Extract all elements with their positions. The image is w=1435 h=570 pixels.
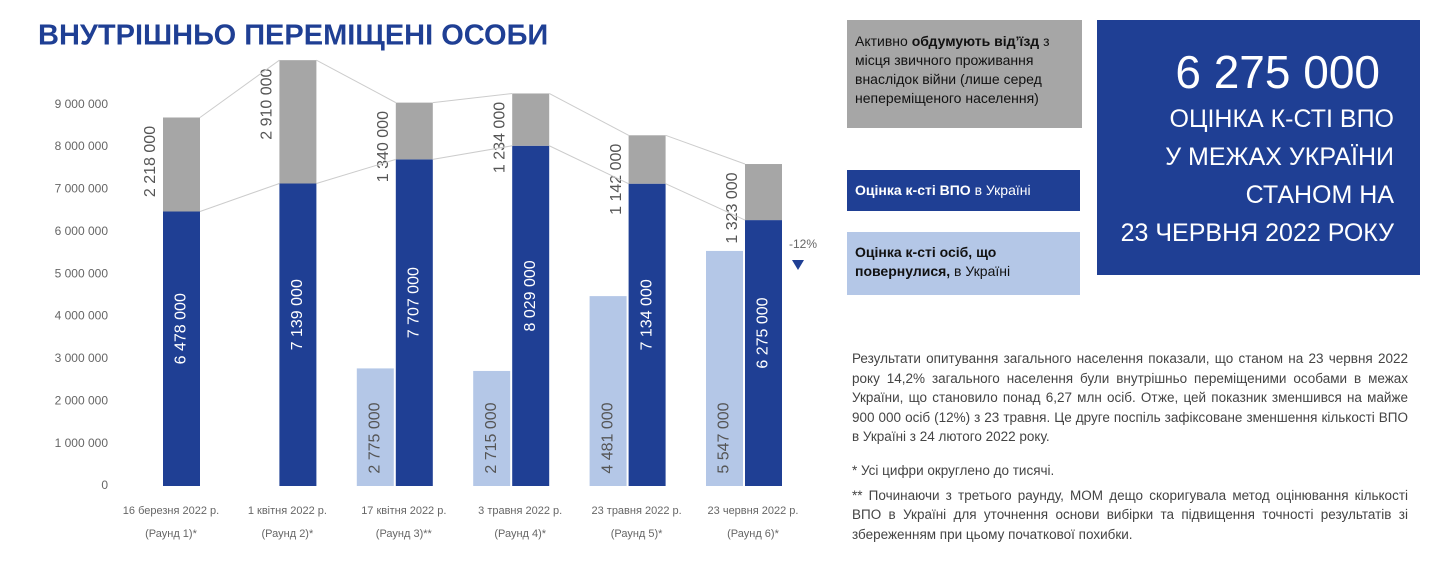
bar-thinking: [628, 135, 666, 184]
value-label: 2 775 000: [367, 402, 384, 473]
note: ** Починаючи з третього раунду, МОМ дещо…: [852, 487, 1408, 542]
x-tick-label: (Раунд 1)*: [145, 528, 197, 540]
connector: [432, 92, 513, 104]
value-label: 1 340 000: [375, 111, 392, 182]
value-label: 4 481 000: [599, 402, 616, 473]
value-label: 2 910 000: [259, 68, 276, 139]
x-tick-label: 23 червня 2022 р.: [708, 505, 799, 517]
x-tick-label: 17 квітня 2022 р.: [361, 505, 446, 517]
connector: [199, 183, 280, 212]
x-tick-label: (Раунд 5)*: [611, 528, 663, 540]
x-tick-label: 16 березня 2022 р.: [123, 505, 219, 517]
connector: [548, 145, 629, 185]
bar-idp: [163, 211, 200, 486]
paragraph: Результати опитування загального населен…: [852, 351, 1408, 444]
bar-idp: [395, 159, 433, 486]
bar-returned: [473, 370, 511, 486]
legend-text: в Україні: [970, 182, 1031, 198]
bar-idp: [512, 145, 550, 487]
legend-text: обдумують від’їзд: [911, 33, 1040, 49]
y-tick-label: 7 000 000: [55, 182, 109, 196]
summary-line: 23 ЧЕРВНЯ 2022 РОКУ: [1120, 219, 1394, 247]
y-tick-label: 9 000 000: [55, 97, 109, 111]
chart: ВНУТРІШНЬО ПЕРЕМІЩЕНІ ОСОБИ 0 1 000 000 2 …: [38, 20, 817, 540]
legend-text: з місця звичного проживання внаслідок ві…: [855, 33, 1050, 106]
y-tick-label: 0: [101, 478, 108, 492]
summary-line: СТАНОМ НА: [1245, 181, 1394, 209]
legend-thinking: Активно обдумують від’їзд з місця звично…: [847, 20, 1082, 128]
connector: [316, 158, 396, 184]
value-label: 7 134 000: [638, 279, 655, 350]
value-label: 2 715 000: [483, 402, 500, 473]
value-label: 8 029 000: [522, 260, 539, 331]
y-tick-label: 2 000 000: [55, 393, 109, 407]
summary-panel: 6 275 000 ОЦІНКА К-СТІ ВПО У МЕЖАХ УКРАЇ…: [1097, 20, 1420, 275]
connector: [199, 59, 280, 118]
note: * Усі цифри округлено до тисячі.: [852, 463, 1055, 478]
bar-returned: [356, 368, 394, 486]
bar-thinking: [395, 102, 433, 160]
x-tick-label: 23 травня 2022 р.: [591, 505, 681, 517]
legend-text: Оцінка к-сті ВПО: [855, 182, 971, 198]
chart-title: ВНУТРІШНЬО ПЕРЕМІЩЕНІ ОСОБИ: [38, 20, 548, 52]
value-label: 2 218 000: [142, 126, 159, 197]
bar-thinking: [512, 93, 550, 146]
legend-returned: Оцінка к-сті осіб, що повернулися, в Укр…: [847, 232, 1080, 295]
connector: [316, 59, 397, 104]
summary-number: 6 275 000: [1175, 46, 1380, 98]
bar-thinking: [279, 60, 317, 184]
bar-returned: [706, 250, 743, 486]
notes: * Усі цифри округлено до тисячі. ** Почи…: [852, 461, 1408, 549]
x-tick-label: (Раунд 2)*: [262, 528, 314, 540]
bar-thinking: [745, 164, 782, 221]
x-tick-label: 3 травня 2022 р.: [478, 505, 562, 517]
x-tick-label: (Раунд 4)*: [494, 528, 546, 540]
y-tick-label: 6 000 000: [55, 224, 109, 238]
value-label: 6 275 000: [755, 297, 772, 368]
down-arrow: [792, 260, 804, 270]
y-tick-label: 5 000 000: [55, 266, 109, 280]
value-label: 1 234 000: [491, 102, 508, 173]
legend-text: Оцінка к-сті осіб, що повернулися,: [855, 244, 997, 279]
value-label: 5 547 000: [716, 402, 733, 473]
value-label: 6 478 000: [173, 293, 190, 364]
x-tick-label: (Раунд 3)**: [376, 528, 433, 540]
bar-idp: [279, 183, 317, 486]
value-label: 7 707 000: [406, 267, 423, 338]
connector: [665, 134, 746, 165]
value-label: 1 142 000: [608, 144, 625, 215]
bar-idp: [745, 220, 782, 486]
x-tick-label: 1 квітня 2022 р.: [248, 505, 327, 517]
legend-idp: Оцінка к-сті ВПО в Україні: [847, 170, 1080, 211]
x-tick-label: (Раунд 6)*: [727, 528, 779, 540]
annotation: -12%: [789, 237, 817, 251]
summary-line: ОЦІНКА К-СТІ ВПО: [1169, 105, 1395, 133]
y-tick-label: 4 000 000: [55, 309, 109, 323]
bar-returned: [589, 296, 627, 486]
value-label: 1 323 000: [724, 172, 741, 243]
connector: [432, 145, 513, 160]
value-label: 7 139 000: [289, 279, 306, 350]
y-tick-label: 8 000 000: [55, 139, 109, 153]
summary-line: У МЕЖАХ УКРАЇНИ: [1165, 143, 1394, 171]
y-tick-label: 3 000 000: [55, 351, 109, 365]
bar-idp: [628, 183, 666, 486]
connector: [548, 93, 629, 136]
y-tick-label: 1 000 000: [55, 436, 109, 450]
legend-text: Активно: [855, 33, 912, 49]
legend-text: в Україні: [950, 263, 1011, 279]
bar-thinking: [163, 117, 200, 212]
connector: [665, 183, 746, 221]
